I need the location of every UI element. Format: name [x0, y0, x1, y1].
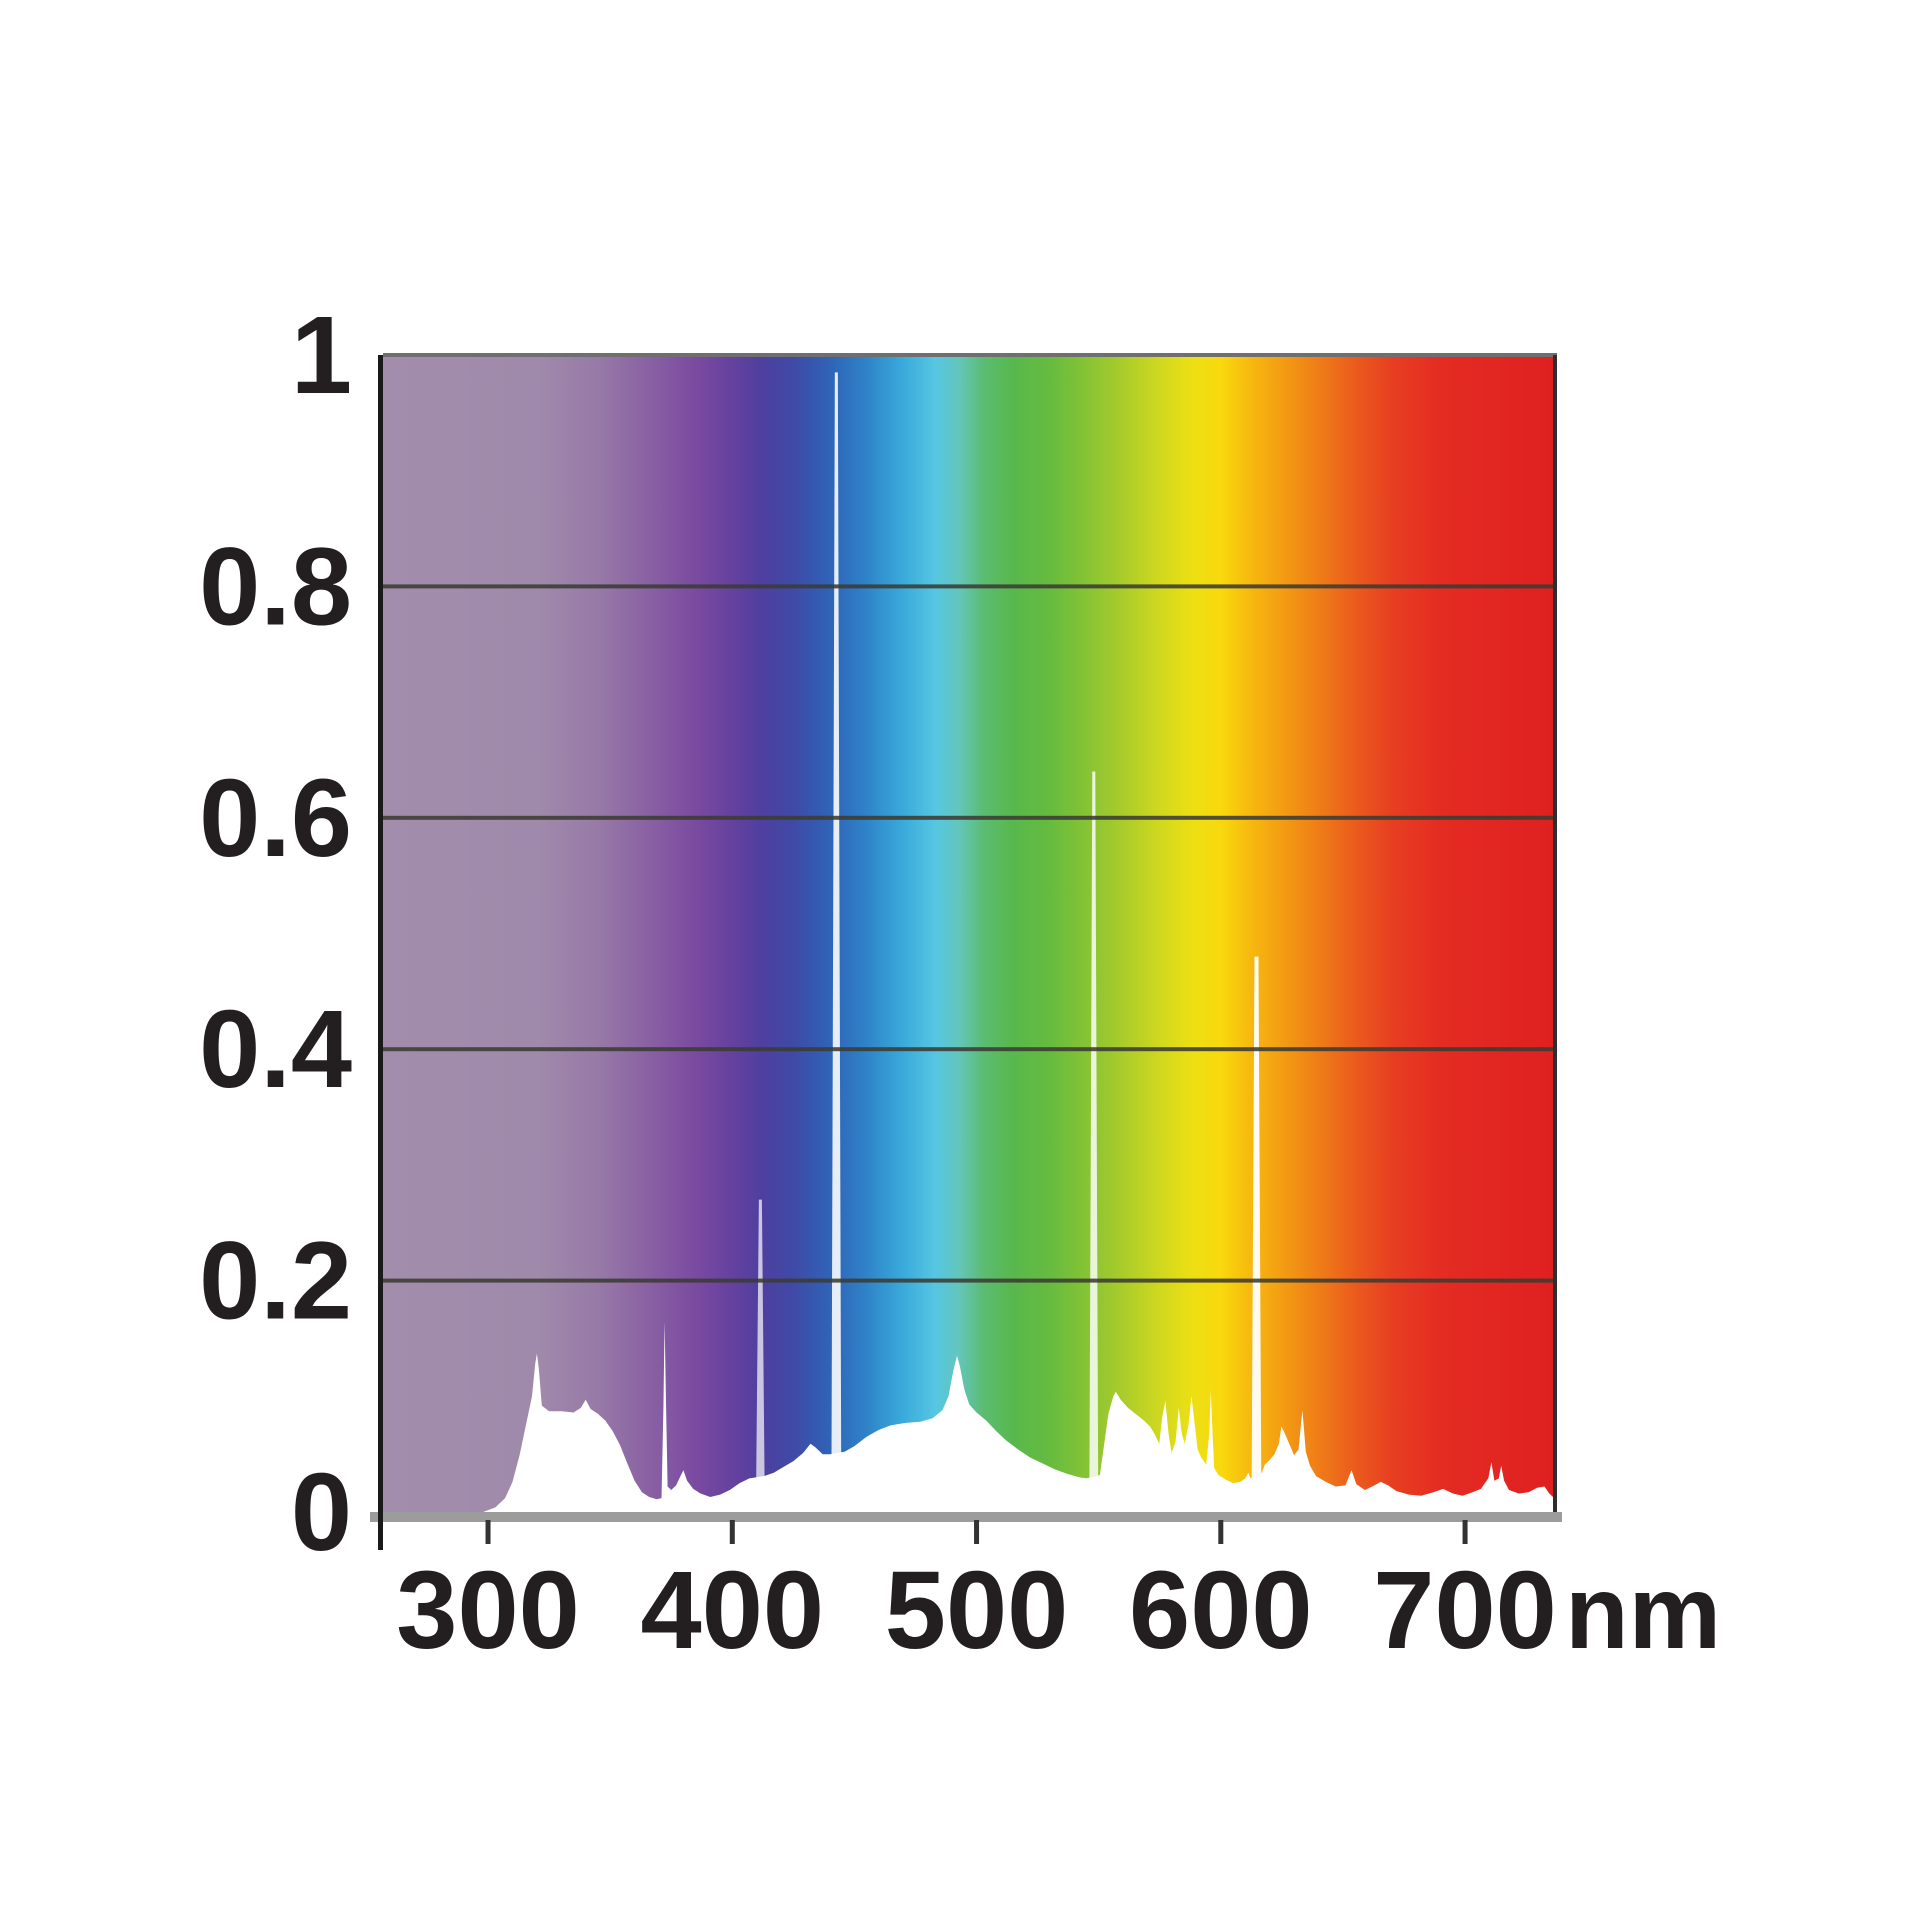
gridline-0.2 [383, 1278, 1553, 1283]
x-tick-label-400: 400 [641, 1549, 825, 1672]
y-axis-label-0.4: 0.4 [199, 988, 352, 1111]
spectrum-curve [383, 1321, 1553, 1512]
gridline-0.4 [383, 1047, 1553, 1052]
gridline-0.8 [383, 584, 1553, 589]
emission-spike-548nm [1089, 771, 1099, 1512]
y-axis-label-1: 1 [291, 294, 352, 417]
spectrum-background [383, 355, 1553, 1512]
x-tick-label-300: 300 [396, 1549, 580, 1672]
y-axis-line [378, 355, 383, 1550]
x-tick-400 [729, 1520, 735, 1544]
x-tick-label-700: 700 [1373, 1549, 1557, 1672]
emission-spike-412nm [755, 1199, 765, 1512]
x-tick-700 [1462, 1520, 1468, 1544]
x-axis-unit-label: nm [1565, 1555, 1721, 1671]
emission-spike-615nm [1251, 956, 1262, 1512]
x-axis-line [370, 1512, 1562, 1522]
x-tick-500 [974, 1520, 980, 1544]
y-axis-label-0.2: 0.2 [199, 1220, 352, 1343]
x-tick-600 [1218, 1520, 1224, 1544]
y-axis-label-0.6: 0.6 [199, 757, 352, 880]
y-axis-label-0: 0 [291, 1451, 352, 1574]
gridline-0.6 [383, 815, 1553, 820]
plot-top-border [383, 353, 1557, 357]
x-tick-300 [485, 1520, 491, 1544]
y-axis-label-0.8: 0.8 [199, 525, 352, 648]
emission-spike-443nm [831, 372, 842, 1513]
plot-right-border [1553, 355, 1557, 1512]
x-tick-label-500: 500 [885, 1549, 1069, 1672]
x-tick-label-600: 600 [1129, 1549, 1313, 1672]
